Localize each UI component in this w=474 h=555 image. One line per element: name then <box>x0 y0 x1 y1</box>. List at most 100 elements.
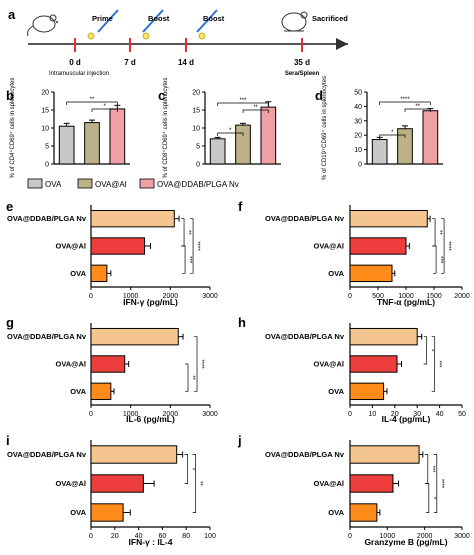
bar-ova-ddab-plga-nv <box>109 108 126 165</box>
bar-ova-ddab-plga-nv <box>260 106 277 165</box>
significance-label: * <box>229 128 232 134</box>
category-label: OVA@Al <box>55 479 86 488</box>
panel-letter: f <box>238 199 243 214</box>
significance-label: *** <box>436 360 442 368</box>
significance-bracket <box>185 363 189 392</box>
category-label: OVA@Al <box>313 479 344 488</box>
category-label: OVA@Al <box>55 242 86 251</box>
bar-ova <box>90 264 108 283</box>
x-tick-label: 1500 <box>426 293 442 300</box>
x-tick-label: 10 <box>369 411 377 418</box>
panel-letter: d <box>315 88 323 103</box>
event-label: Sacrificed <box>312 14 348 23</box>
bar-ova-ddab-plga-nv <box>90 209 175 228</box>
x-tick-label: 1000 <box>123 411 139 418</box>
x-axis-title: IL-4 (pg/mL) <box>382 414 431 424</box>
significance-label: * <box>103 104 106 110</box>
bar-ova-al <box>90 237 146 255</box>
y-tick-label: 30 <box>354 118 362 125</box>
bar-ova-al <box>90 355 126 373</box>
sampling-note: Sera/Spleen <box>285 71 320 77</box>
panel-letter: i <box>6 433 10 448</box>
significance-label: ** <box>415 104 420 110</box>
legend-swatch-ova-nv <box>139 178 155 189</box>
y-tick-label: 0 <box>45 162 49 169</box>
legend-swatch-ova <box>27 178 43 189</box>
syringe-icon <box>196 9 218 33</box>
day-label: 14 d <box>178 58 194 67</box>
significance-bracket <box>190 218 194 274</box>
significance-bracket <box>379 134 406 138</box>
y-tick-label: 15 <box>41 108 49 115</box>
x-tick-label: 40 <box>436 411 444 418</box>
chart-panel-i: i 0 20 40 60 80 100 IFN-γ : IL-4 OVA@DDAB/PLGA N… <box>6 433 216 547</box>
significance-bracket <box>379 101 431 105</box>
significance-bracket <box>425 483 430 513</box>
y-tick-label: 50 <box>354 90 362 97</box>
timeline-panel: a Prime Boost Boost Sacrificed 0 d 7 d 1… <box>8 7 348 77</box>
category-label: OVA@DDAB/PLGA Nv <box>7 214 87 223</box>
bar-ova-al <box>84 122 100 165</box>
significance-bracket <box>181 218 185 247</box>
virus-icon <box>142 32 150 40</box>
bar-ova <box>209 138 226 165</box>
category-label: OVA@DDAB/PLGA Nv <box>265 450 345 459</box>
significance-bracket <box>182 245 186 274</box>
significance-bracket <box>441 218 445 274</box>
y-tick-label: 20 <box>41 90 49 97</box>
bar-ova-al <box>349 237 407 255</box>
bar-ova <box>349 503 378 522</box>
day-label: 35 d <box>294 58 310 67</box>
charts-group: b 0 5 10 15 20 % of CD4⁺CD69⁺ cells in splenoc… <box>6 76 470 547</box>
y-tick-label: 5 <box>45 144 49 151</box>
significance-bracket <box>404 108 431 112</box>
category-label: OVA@Al <box>313 242 344 251</box>
chart-panel-g: g 0 1000 2000 3000 IL-6 (pg/mL) OVA@DDAB/PLGA … <box>6 315 218 424</box>
x-tick-label: 50 <box>458 411 466 418</box>
x-axis-title: IFN-γ : IL-4 <box>129 537 173 547</box>
significance-bracket <box>184 454 188 484</box>
x-tick-label: 0 <box>348 411 352 418</box>
y-tick-label: 10 <box>192 126 200 133</box>
x-tick-label: 30 <box>413 411 421 418</box>
significance-bracket <box>217 132 244 136</box>
significance-label: ** <box>185 230 191 235</box>
y-axis-title: % of CD4⁺CD69⁺ cells in splenocytes <box>9 78 16 179</box>
y-tick-label: 0 <box>358 162 362 169</box>
syringe-icon <box>142 9 164 33</box>
significance-label: ** <box>189 375 195 380</box>
bar-ova-al <box>397 128 413 165</box>
bar-ova-al <box>90 474 144 493</box>
day-label: 7 d <box>124 58 136 67</box>
significance-bracket <box>91 108 118 112</box>
bar-ova-ddab-plga-nv <box>422 110 439 165</box>
x-tick-label: 0 <box>348 293 352 300</box>
virus-icon <box>198 32 206 40</box>
chart-panel-c: c 0 5 10 15 20 % of CD8⁺CD69⁺ cells in splenoc… <box>158 78 281 178</box>
y-axis-title: % of CD19⁺CD69⁺ cells in splenocytes <box>321 76 328 180</box>
legend-label-ova: OVA <box>45 180 62 189</box>
event-label: Prime <box>92 14 113 23</box>
x-tick-label: 20 <box>111 533 119 540</box>
sacrificed-mouse-icon <box>281 11 308 32</box>
x-tick-label: 40 <box>135 533 143 540</box>
significance-label: ** <box>253 105 258 111</box>
y-tick-label: 0 <box>196 162 200 169</box>
bar-ova-ddab-plga-nv <box>90 327 179 346</box>
chart-panel-j: j 0 1000 2000 3000 Granzyme B (pg/mL) OVA@DDAB… <box>237 433 470 547</box>
x-tick-label: 0 <box>348 533 352 540</box>
significance-bracket <box>242 109 269 113</box>
y-tick-label: 15 <box>192 108 200 115</box>
significance-bracket <box>433 245 437 274</box>
bar-ova <box>90 503 124 522</box>
chart-panel-e: e 0 1000 2000 3000 IFN-γ (pg/mL) OVA@DDAB/PLGA… <box>6 199 218 307</box>
significance-label: * <box>428 349 434 352</box>
significance-bracket <box>431 336 436 392</box>
bar-ova <box>349 264 393 283</box>
significance-label: **** <box>400 97 410 103</box>
category-label: OVA <box>70 508 86 517</box>
category-label: OVA@DDAB/PLGA Nv <box>7 332 87 341</box>
significance-label: *** <box>186 256 192 264</box>
x-tick-label: 2000 <box>163 293 179 300</box>
